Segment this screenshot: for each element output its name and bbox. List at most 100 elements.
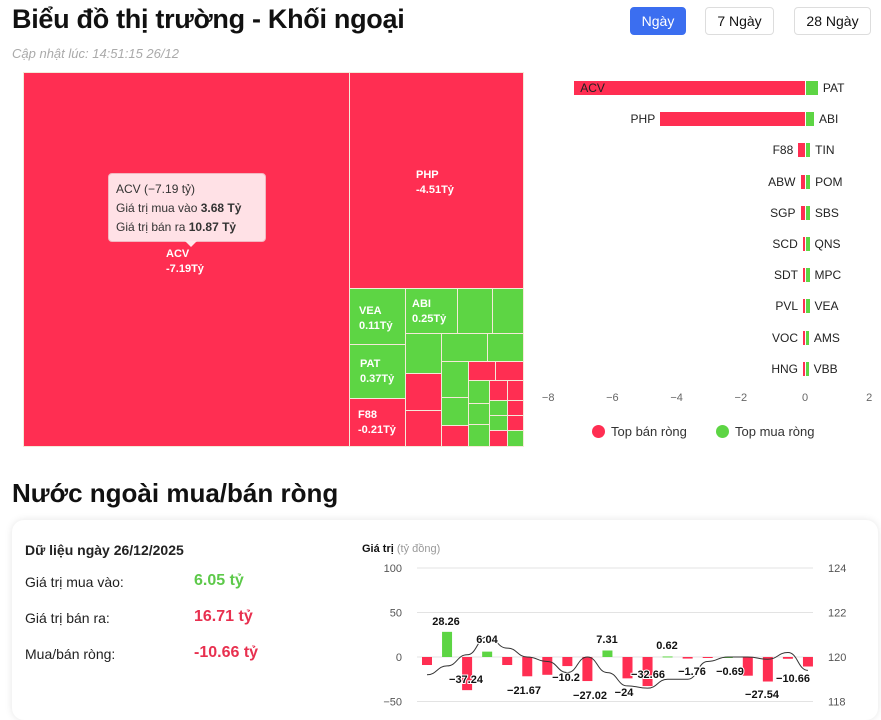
period-28day-button[interactable]: 28 Ngày: [794, 7, 871, 35]
y2-tick: 124: [828, 563, 846, 575]
tooltip-sell-value: 10.87 Tỷ: [188, 220, 237, 234]
period-7day-button[interactable]: 7 Ngày: [705, 7, 774, 35]
buy-bar[interactable]: [806, 237, 810, 251]
treemap-tile-vea[interactable]: VEA 0.11Tỷ: [349, 288, 406, 345]
sell-code: SCD: [772, 237, 798, 251]
net-bar: [622, 657, 633, 679]
buy-bar[interactable]: [806, 361, 809, 376]
tile-value: -7.19Tỷ: [166, 263, 204, 275]
tile-code: VEA: [359, 305, 382, 317]
sell-bar[interactable]: [660, 112, 805, 127]
buy-code: MPC: [814, 268, 842, 283]
buy-code: ABI: [819, 112, 839, 127]
sell-bar[interactable]: [574, 81, 805, 95]
ylabel: Giá trị: [362, 543, 394, 555]
buy-code: TIN: [815, 143, 835, 158]
y-tick: 0: [396, 652, 402, 664]
sell-code: PVL: [775, 299, 798, 314]
period-day-button[interactable]: Ngày: [630, 7, 686, 35]
buy-bar[interactable]: [806, 112, 815, 127]
tooltip-sell: Giá trị bán ra 10.87 Tỷ: [116, 218, 258, 237]
net-bar: [522, 657, 533, 677]
sell-bar[interactable]: [803, 299, 805, 314]
net-summary-card: [12, 520, 878, 720]
sell-bar[interactable]: [800, 205, 805, 220]
treemap-tooltip: ACV (−7.19 tỷ) Giá trị mua vào 3.68 Tỷ G…: [108, 173, 266, 247]
legend-buy-label: Top mua ròng: [735, 424, 815, 439]
buy-code: VEA: [814, 299, 839, 314]
date-label: Dữ liệu ngày 26/12/2025: [25, 542, 184, 558]
treemap-tile-pat[interactable]: PAT 0.37Tỷ: [349, 344, 406, 399]
net-bar: [482, 651, 493, 657]
buy-dot-icon: [716, 425, 729, 438]
x-tick: −2: [734, 392, 748, 404]
tile-code: PAT: [360, 358, 381, 370]
sell-code: SDT: [774, 268, 798, 283]
net-bar: [702, 657, 713, 658]
net-bar: [422, 657, 432, 666]
section-title: Nước ngoài mua/bán ròng: [12, 478, 339, 508]
tooltip-buy-label: Giá trị mua vào: [116, 201, 198, 215]
sell-bar[interactable]: [802, 237, 805, 251]
sell-code: VOC: [771, 330, 798, 345]
y2-tick: 122: [828, 608, 846, 620]
bar-label: 28.26: [432, 616, 460, 628]
treemap-tile-f88[interactable]: F88 -0.21Tỷ: [349, 398, 406, 447]
sell-code: HNG: [771, 361, 798, 376]
net-bar: [602, 650, 613, 657]
buy-bar[interactable]: [806, 205, 810, 220]
combo-ylabel: Giá trị (tỷ đồng): [362, 543, 440, 555]
buy-code: QNS: [814, 237, 841, 251]
sell-label: Giá trị bán ra:: [25, 610, 110, 626]
sell-bar[interactable]: [798, 143, 805, 158]
bar-label: 6.04: [476, 634, 498, 646]
buy-code: PAT: [822, 81, 845, 95]
x-tick: −4: [670, 392, 683, 404]
y-tick: 100: [384, 563, 402, 575]
sell-bar[interactable]: [800, 174, 805, 189]
sell-value: 16.71 tỷ: [194, 608, 253, 625]
buy-code: SBS: [814, 205, 839, 220]
buy-bar[interactable]: [806, 174, 811, 189]
treemap-tile[interactable]: [507, 430, 524, 447]
sell-bar[interactable]: [803, 330, 805, 345]
bar-label: −0.69: [716, 666, 744, 678]
buy-code: AMS: [813, 330, 840, 345]
bar-label: −27.54: [745, 689, 780, 701]
buy-bar[interactable]: [806, 268, 810, 283]
treemap-tile[interactable]: [441, 397, 469, 426]
net-bar: [782, 657, 793, 659]
sell-code: ABW: [768, 174, 796, 189]
sell-bar[interactable]: [803, 361, 805, 376]
buy-bar[interactable]: [806, 143, 811, 158]
treemap-tile-php[interactable]: PHP -4.51Tỷ: [349, 72, 524, 289]
bar-label: −1.76: [678, 666, 706, 678]
x-tick: 0: [801, 392, 809, 404]
sell-code: F88: [772, 143, 794, 158]
net-bar: [682, 657, 693, 659]
net-value: -10.66 tỷ: [194, 644, 259, 661]
sell-code: ACV: [580, 81, 605, 95]
treemap-tile[interactable]: [405, 373, 442, 411]
tile-value: 0.37Tỷ: [360, 373, 395, 385]
bar-label: 0.62: [656, 640, 677, 652]
y2-tick: 120: [828, 652, 846, 664]
legend-buy[interactable]: Top mua ròng: [716, 424, 815, 439]
buy-bar[interactable]: [806, 299, 810, 314]
treemap-tile-acv[interactable]: ACV -7.19Tỷ: [23, 72, 350, 447]
tile-value: -4.51Tỷ: [416, 184, 454, 196]
tile-code: F88: [358, 409, 377, 421]
buy-bar[interactable]: [806, 330, 809, 345]
tile-value: -0.21Tỷ: [358, 424, 396, 436]
x-tick: −6: [606, 392, 619, 404]
net-bar: [502, 657, 513, 666]
legend-sell[interactable]: Top bán ròng: [592, 424, 687, 439]
sell-code: SGP: [770, 205, 796, 220]
buy-bar[interactable]: [806, 81, 818, 95]
net-bar: [582, 657, 593, 682]
sell-bar[interactable]: [803, 268, 805, 283]
tile-value: 0.11Tỷ: [359, 320, 393, 332]
treemap-tile[interactable]: [441, 333, 488, 362]
bar-label: −10.66: [776, 673, 810, 685]
